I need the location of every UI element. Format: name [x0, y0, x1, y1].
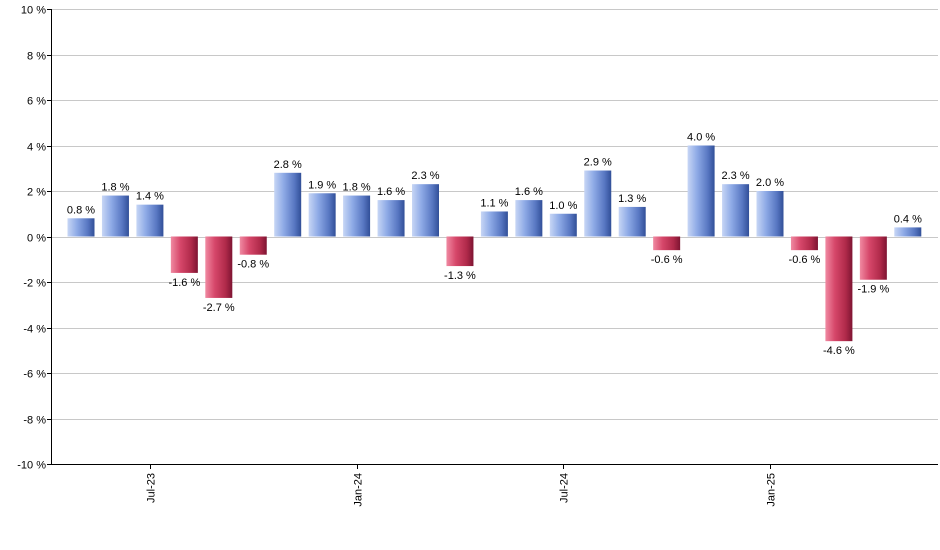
bar-value-label: -1.9 % [857, 284, 889, 296]
y-tick-label: 4 % [27, 142, 46, 154]
bar-value-label: 2.3 % [411, 170, 439, 182]
y-tick-label: -8 % [23, 415, 46, 427]
bar-value-label: 1.1 % [480, 197, 508, 209]
y-tick-label: -6 % [23, 369, 46, 381]
y-tick-label: 0 % [27, 233, 46, 245]
bar-positive [515, 200, 543, 237]
bar-positive [480, 211, 508, 237]
bar-value-label: -0.6 % [651, 254, 683, 266]
bar-value-label: 0.4 % [894, 213, 922, 225]
bar-value-label: 1.9 % [308, 179, 336, 191]
bar-positive [618, 206, 646, 237]
bar-positive [308, 193, 336, 237]
bar-positive [101, 195, 129, 237]
bar-negative [825, 236, 853, 342]
x-tick-label: Jul-24 [559, 473, 571, 503]
y-tick-label: -4 % [23, 324, 46, 336]
bar-value-label: 1.0 % [549, 200, 577, 212]
bar-value-labels: 0.8 % 1.8 % 1.4 % -1.6 % -2.7 % -0.8 % 2.8 % 1.… [67, 132, 922, 358]
y-tick-label: 2 % [27, 187, 46, 199]
bar-positive [274, 172, 302, 237]
bar-value-label: 1.3 % [618, 193, 646, 205]
bar-negative [859, 236, 887, 280]
bar-negative [790, 236, 818, 251]
bar-value-label: 2.3 % [721, 170, 749, 182]
bar-value-label: 4.0 % [687, 132, 715, 144]
bar-value-label: -1.6 % [168, 277, 200, 289]
bar-negative [446, 236, 474, 267]
bar-value-label: 1.6 % [515, 186, 543, 198]
bar-positive [722, 184, 750, 237]
bar-positive [584, 170, 612, 237]
axes [51, 9, 938, 465]
bar-negative [653, 236, 681, 251]
bar-value-label: 1.6 % [377, 186, 405, 198]
bar-value-label: 1.4 % [136, 191, 164, 203]
y-tick-label: -10 % [17, 460, 46, 472]
bar-positive [377, 200, 405, 237]
y-tick-label: 8 % [27, 51, 46, 63]
bar-positive [756, 191, 784, 237]
bar-value-label: 0.8 % [67, 204, 95, 216]
bar-value-label: 2.0 % [756, 177, 784, 189]
y-tick-label: 10 % [21, 5, 46, 17]
bar-positive [894, 227, 922, 237]
bar-value-label: -2.7 % [203, 302, 235, 314]
x-tick-label: Jul-23 [146, 473, 158, 503]
bar-value-label: 2.8 % [274, 159, 302, 171]
bars [67, 145, 922, 342]
bar-value-label: 1.8 % [343, 182, 371, 194]
bar-negative [205, 236, 233, 298]
y-tick-label: 6 % [27, 96, 46, 108]
bar-value-label: 2.9 % [584, 157, 612, 169]
bar-value-label: -4.6 % [823, 345, 855, 357]
bar-positive [67, 218, 95, 237]
bar-positive [412, 184, 439, 237]
bar-value-label: -0.8 % [237, 259, 269, 271]
bar-positive [549, 213, 577, 237]
bar-positive [136, 204, 164, 237]
y-tick-label: -2 % [23, 278, 46, 290]
x-tick-label: Jan-24 [353, 473, 365, 507]
x-tick-label: Jan-25 [766, 473, 778, 507]
bar-value-label: -1.3 % [444, 270, 476, 282]
bar-positive [687, 145, 715, 237]
x-axis-tick-labels: Jul-23 Jan-24 Jul-24 Jan-25 [146, 464, 778, 507]
bar-positive [343, 195, 371, 237]
y-axis-tick-labels: 10 % 8 % 6 % 4 % 2 % 0 % -2 % -4 % -6 % -8 % -10 % [17, 5, 46, 472]
bar-negative [170, 236, 198, 273]
bar-value-label: -0.6 % [789, 254, 821, 266]
bar-value-label: 1.8 % [101, 182, 129, 194]
bar-negative [239, 236, 267, 255]
